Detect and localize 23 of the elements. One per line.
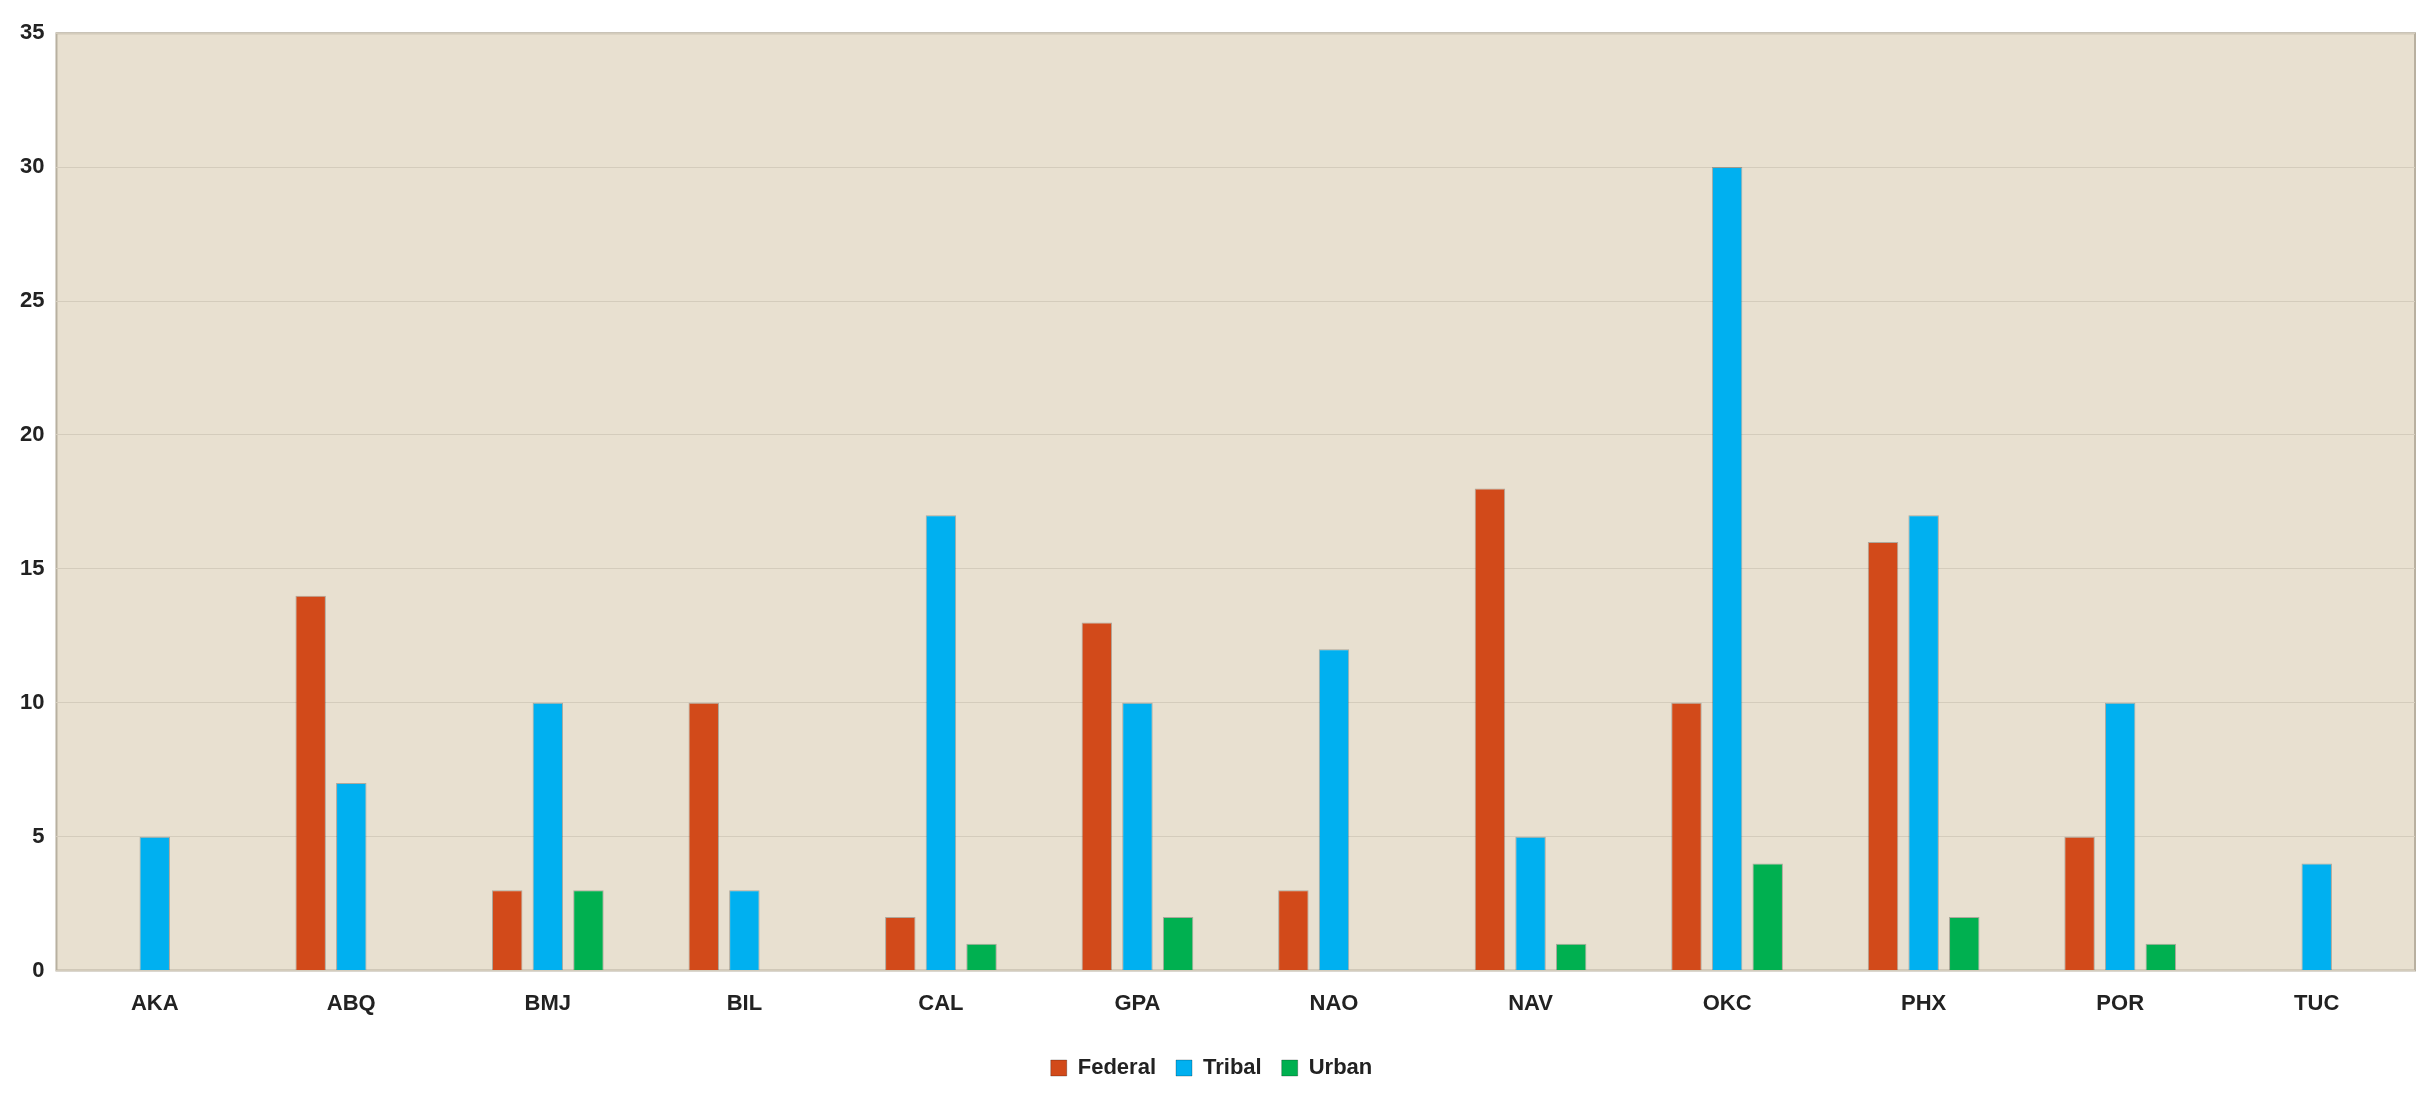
y-tick-label: 20 [19, 421, 45, 447]
y-tick-label: 0 [32, 956, 45, 982]
y-tick-label: 25 [19, 287, 45, 313]
y-tick-label: 35 [19, 19, 45, 45]
y-tick-label: 5 [32, 822, 45, 848]
legend-label: Urban [1308, 1054, 1373, 1080]
y-tick-label: 15 [19, 554, 45, 580]
x-tick-label: GPA [1114, 989, 1161, 1015]
x-tick-label: AKA [130, 989, 179, 1015]
x-tick-label: BMJ [524, 989, 572, 1015]
x-tick-label: POR [2096, 989, 2145, 1015]
legend-label: Tribal [1203, 1054, 1262, 1080]
x-tick-label: ABQ [326, 989, 376, 1015]
y-tick-label: 10 [19, 688, 45, 714]
x-tick-label: CAL [918, 989, 964, 1015]
y-tick-label: 30 [19, 153, 45, 179]
x-tick-label: OKC [1702, 989, 1752, 1015]
legend-label: Federal [1077, 1054, 1157, 1080]
x-tick-label: BIL [726, 989, 763, 1015]
x-tick-label: TUC [2294, 989, 2340, 1015]
x-tick-label: PHX [1901, 989, 1947, 1015]
x-tick-label: NAO [1309, 989, 1359, 1015]
x-tick-label: NAV [1508, 989, 1554, 1015]
